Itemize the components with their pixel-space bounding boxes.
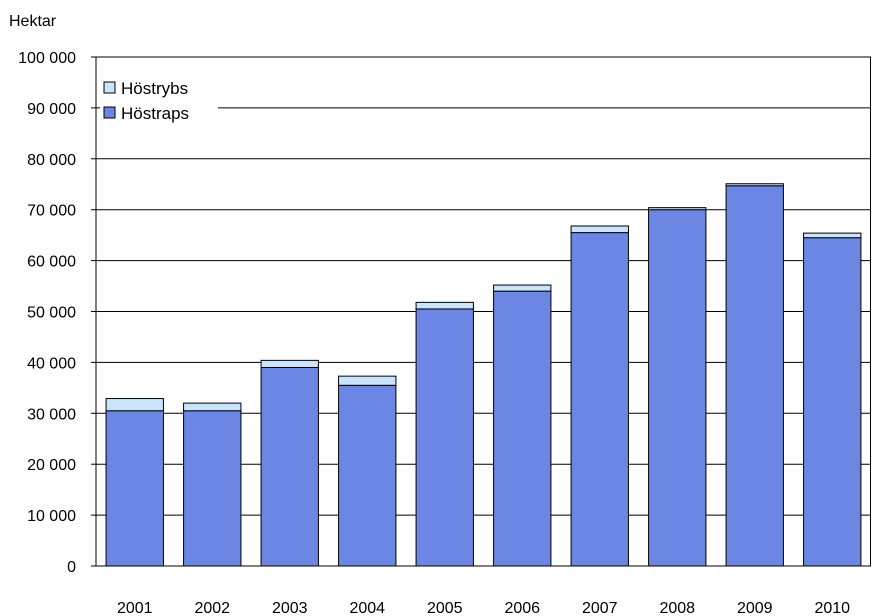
x-tick-labels: 2001 2002 2003 2004 2005 2006 2007 2008 2009 2010	[117, 600, 850, 616]
x-tick-label: 2007	[582, 600, 618, 616]
x-tick-label: 2002	[194, 600, 230, 616]
bar-hostraps	[105, 410, 164, 567]
x-tick-label: 2003	[272, 600, 308, 616]
legend-swatch	[103, 81, 116, 94]
x-tick-label: 2010	[814, 600, 850, 616]
y-tick-label: 20 000	[27, 457, 76, 474]
bar-hostrybs	[260, 359, 319, 368]
bar-hostraps	[338, 384, 397, 567]
bar-hostrybs	[183, 402, 242, 412]
legend-label: Höstrybs	[121, 79, 188, 98]
bars	[105, 183, 862, 567]
x-tick-label: 2004	[349, 600, 385, 616]
axes	[91, 56, 871, 567]
legend-label: Höstraps	[121, 104, 189, 123]
x-tick-label: 2009	[737, 600, 773, 616]
x-tick-label: 2005	[427, 600, 463, 616]
y-tick-label: 50 000	[27, 305, 76, 322]
legend-background	[100, 72, 218, 124]
x-tick-label: 2006	[504, 600, 540, 616]
y-tick-label: 70 000	[27, 203, 76, 220]
y-tick-label: 0	[67, 559, 76, 576]
y-tick-label: 100 000	[18, 50, 76, 67]
y-tick-label: 60 000	[27, 254, 76, 271]
bar-hostraps	[415, 308, 474, 567]
bar-hostrybs	[648, 207, 707, 211]
y-tick-label: 30 000	[27, 406, 76, 423]
y-tick-label: 80 000	[27, 152, 76, 169]
y-tick-label: 10 000	[27, 508, 76, 525]
y-tick-label: 40 000	[27, 355, 76, 372]
bar-hostraps	[725, 185, 784, 567]
bar-hostrybs	[105, 398, 164, 412]
bar-hostraps	[183, 410, 242, 567]
bar-hostraps	[493, 290, 552, 567]
bar-hostrybs	[493, 284, 552, 292]
y-axis-title: Hektar	[9, 13, 57, 30]
bar-hostraps	[570, 232, 629, 567]
legend: Höstrybs Höstraps	[100, 72, 218, 124]
y-tick-label: 90 000	[27, 101, 76, 118]
y-tick-labels: 0 10 000 20 000 30 000 40 000 50 000 60 000 70 …	[18, 50, 76, 576]
legend-swatch	[103, 106, 116, 119]
bar-hostrybs	[803, 232, 862, 239]
bar-hostraps	[260, 366, 319, 567]
bar-hostrybs	[725, 183, 784, 187]
x-tick-label: 2001	[117, 600, 153, 616]
bar-hostraps	[648, 209, 707, 567]
bar-hostraps	[803, 237, 862, 567]
x-tick-label: 2008	[659, 600, 695, 616]
bar-hostrybs	[338, 375, 397, 386]
bar-hostrybs	[415, 301, 474, 310]
bar-hostrybs	[570, 225, 629, 234]
